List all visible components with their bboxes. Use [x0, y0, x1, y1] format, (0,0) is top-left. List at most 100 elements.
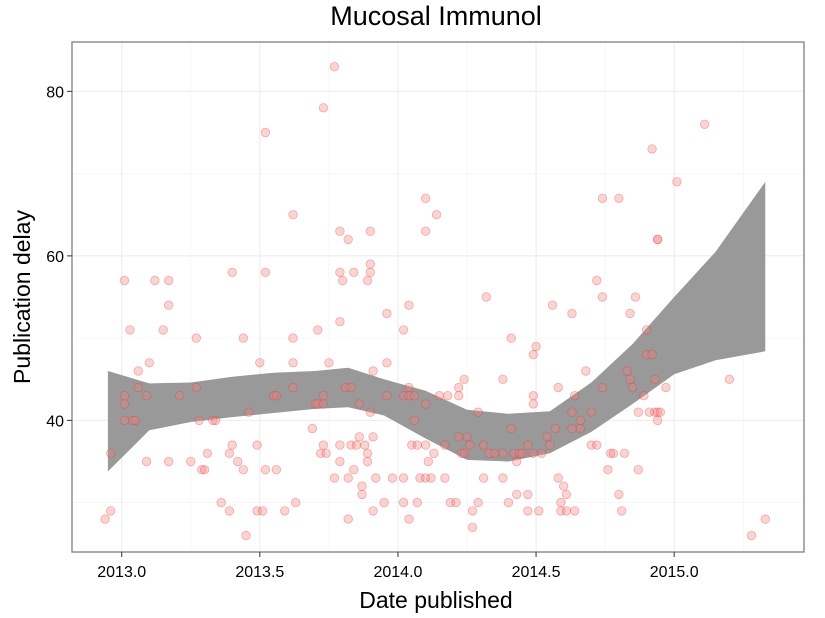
data-point	[280, 506, 290, 516]
data-point	[699, 119, 710, 130]
data-point	[639, 391, 649, 401]
data-point	[556, 506, 566, 516]
data-point	[238, 333, 249, 343]
data-point	[354, 432, 365, 442]
data-point	[528, 391, 539, 401]
data-point	[191, 382, 202, 393]
data-point	[760, 514, 771, 524]
data-point	[454, 382, 464, 393]
data-point	[315, 448, 326, 459]
x-tick-label: 2013.5	[235, 564, 284, 581]
data-point	[478, 440, 489, 450]
data-points	[100, 61, 771, 541]
data-point	[467, 522, 478, 533]
data-point	[608, 448, 619, 459]
data-point	[650, 407, 660, 417]
data-point	[633, 465, 644, 475]
data-point	[382, 308, 392, 319]
data-point	[641, 325, 652, 335]
data-point	[454, 391, 464, 401]
data-point	[260, 127, 271, 138]
data-point	[252, 506, 262, 516]
data-point	[550, 423, 561, 434]
y-axis-title: Publication delay	[9, 210, 35, 384]
data-point	[313, 399, 323, 409]
data-point	[349, 465, 359, 475]
data-point	[271, 465, 282, 475]
data-point	[459, 448, 469, 459]
data-point	[655, 407, 666, 417]
data-point	[260, 267, 271, 278]
data-point	[365, 259, 376, 269]
data-point	[443, 391, 453, 401]
data-point	[232, 456, 243, 467]
data-point	[404, 382, 414, 393]
data-point	[125, 325, 135, 335]
data-point	[567, 308, 577, 319]
data-point	[291, 497, 301, 508]
data-point	[622, 366, 632, 376]
data-point	[528, 448, 539, 459]
data-point	[365, 267, 376, 278]
data-point	[343, 514, 353, 524]
data-point	[746, 530, 757, 541]
data-point	[423, 456, 434, 467]
data-point	[528, 399, 539, 409]
data-point	[368, 366, 378, 376]
x-axis-title: Date published	[359, 587, 512, 613]
data-point	[227, 267, 237, 278]
data-point	[368, 432, 378, 442]
confidence-band	[107, 181, 766, 472]
data-point	[368, 506, 378, 516]
data-point	[404, 391, 414, 401]
data-point	[335, 226, 345, 236]
data-point	[528, 349, 539, 360]
data-point	[404, 300, 414, 310]
data-point	[382, 391, 392, 401]
data-point	[628, 382, 638, 393]
data-point	[531, 341, 541, 352]
data-point	[335, 456, 345, 467]
data-point	[362, 456, 373, 467]
data-point	[150, 275, 160, 286]
data-point	[186, 456, 196, 467]
data-point	[420, 193, 431, 204]
data-point	[224, 448, 235, 459]
data-point	[481, 292, 492, 302]
data-point	[661, 382, 671, 393]
data-point	[128, 415, 138, 426]
x-tick-label: 2013.0	[97, 564, 146, 581]
data-point	[100, 514, 110, 524]
data-point	[456, 448, 467, 459]
data-point	[440, 473, 450, 483]
data-point	[641, 349, 652, 360]
data-point	[398, 497, 409, 508]
data-point	[454, 432, 464, 442]
data-point	[429, 448, 439, 459]
data-point	[581, 366, 591, 376]
data-point	[724, 374, 735, 385]
y-tick-label: 80	[46, 84, 64, 101]
data-point	[351, 440, 362, 450]
data-point	[440, 440, 450, 450]
data-point	[619, 448, 630, 459]
y-axis: 40 60 80	[46, 84, 72, 430]
data-point	[335, 317, 345, 327]
data-point	[119, 415, 130, 426]
data-point	[324, 358, 334, 368]
data-point	[473, 407, 483, 417]
data-point	[191, 333, 202, 343]
data-point	[119, 391, 130, 401]
data-point	[349, 267, 359, 278]
data-point	[597, 193, 608, 204]
data-point	[158, 325, 168, 335]
data-point	[404, 514, 414, 524]
data-point	[398, 391, 409, 401]
data-point	[431, 209, 442, 220]
data-point	[556, 497, 566, 508]
data-point	[625, 308, 635, 319]
data-point	[163, 275, 174, 286]
data-point	[409, 391, 420, 401]
data-point	[523, 440, 533, 450]
